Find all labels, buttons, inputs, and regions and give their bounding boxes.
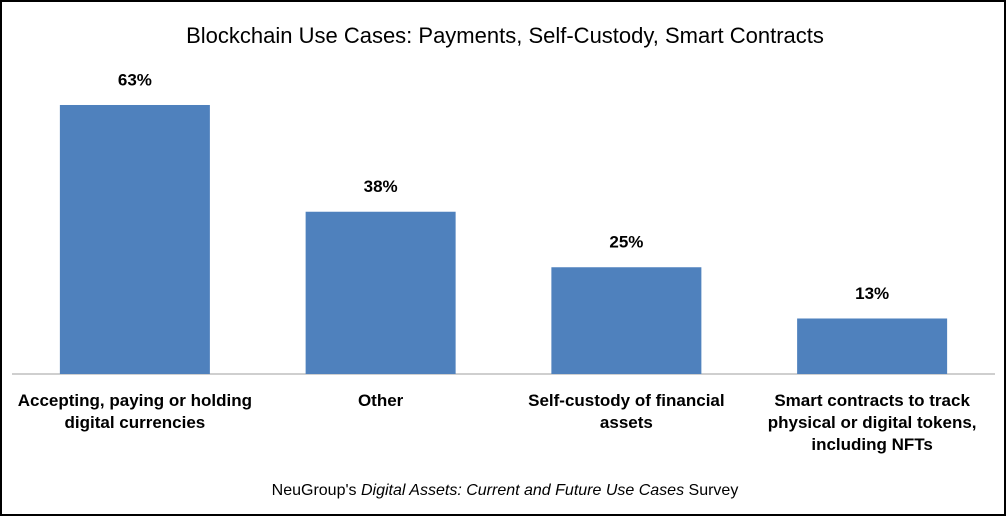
x-tick-label: Self-custody of financial assets <box>528 391 725 432</box>
x-tick-label: Other <box>357 391 404 410</box>
x-tick-label: Accepting, paying or holding digital cur… <box>17 391 252 432</box>
chart-title: Blockchain Use Cases: Payments, Self-Cus… <box>186 23 824 48</box>
data-label: 38% <box>364 177 398 196</box>
data-label: 63% <box>118 70 152 89</box>
x-tick-label: Smart contracts to track physical or dig… <box>767 391 977 454</box>
data-label: 25% <box>609 233 643 252</box>
caption-suffix: Survey <box>688 482 739 499</box>
caption: NeuGroup's Digital Assets: Current and F… <box>2 482 1006 500</box>
bar <box>797 318 948 374</box>
caption-italic: Digital Assets: Current and Future Use C… <box>360 482 685 499</box>
data-label: 13% <box>855 284 889 303</box>
bar <box>305 211 456 374</box>
bar <box>59 104 210 375</box>
bar <box>551 267 702 374</box>
caption-prefix: NeuGroup's <box>271 482 357 499</box>
